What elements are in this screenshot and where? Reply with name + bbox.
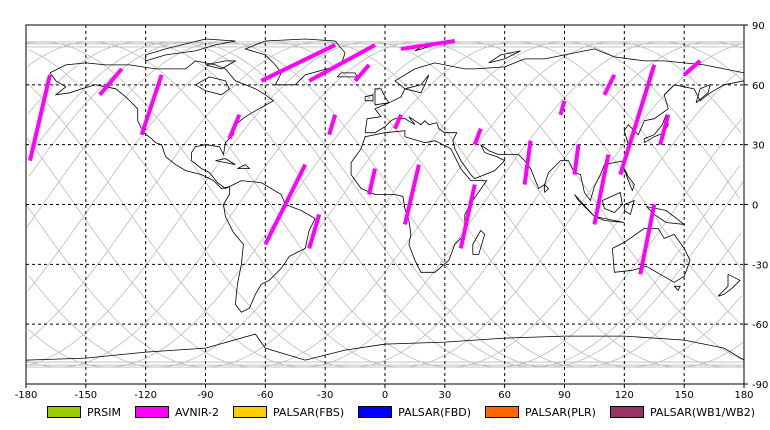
- legend-item: PALSAR(FBD): [358, 406, 471, 419]
- coastline: [195, 76, 230, 96]
- coastline: [404, 74, 430, 94]
- coastline: [364, 94, 374, 102]
- legend-item: PALSAR(FBS): [232, 405, 345, 419]
- legend-swatch: [609, 406, 644, 418]
- coastline: [49, 60, 275, 189]
- acquisition-strip: [592, 154, 611, 225]
- acquisition-strip: [393, 113, 403, 130]
- acquisition-strip: [139, 74, 164, 136]
- x-tick-label: 150: [675, 390, 694, 401]
- coastline: [544, 183, 550, 193]
- legend-item: PALSAR(WB1/WB2): [609, 405, 756, 419]
- acquisition-strip: [682, 59, 702, 77]
- legend-swatch: [485, 406, 520, 418]
- x-tick-label: -90: [197, 390, 213, 401]
- x-tick-label: 120: [615, 390, 634, 401]
- map-border: [25, 24, 745, 385]
- coastline: [673, 285, 681, 291]
- acquisition-strip: [618, 64, 657, 176]
- acquisition-strip: [572, 144, 581, 175]
- orbit-track: [26, 41, 742, 368]
- coastline: [25, 333, 745, 361]
- legend-item: AVNIR-2: [135, 406, 219, 419]
- x-tick-label: -120: [134, 390, 157, 401]
- x-tick-label: -180: [15, 390, 38, 401]
- coastline: [145, 38, 236, 62]
- x-tick-label: 30: [438, 390, 451, 401]
- acquisition-strip: [602, 73, 617, 96]
- acquisition-strip: [638, 204, 657, 275]
- legend-label: AVNIR-2: [175, 405, 219, 419]
- acquisition-strip: [260, 43, 337, 83]
- coastline: [350, 130, 488, 273]
- legend-label: PALSAR(FBD): [398, 405, 472, 419]
- acquisition-strip: [400, 38, 456, 51]
- y-tick-label: -90: [752, 380, 768, 391]
- y-tick-label: -60: [752, 320, 768, 331]
- coastline: [237, 164, 251, 169]
- coastline: [215, 158, 236, 165]
- legend-item: PALSAR(PLR): [485, 406, 596, 419]
- x-tick-label: -60: [257, 390, 273, 401]
- acquisition-strips: [28, 38, 702, 275]
- x-tick-label: 180: [734, 390, 753, 401]
- orbit-track: [28, 41, 744, 368]
- acquisition-strip: [458, 184, 477, 249]
- acquisition-strip: [98, 67, 124, 97]
- coastline: [717, 273, 741, 297]
- acquisition-strip: [28, 74, 52, 162]
- coastline: [623, 199, 635, 216]
- axis-ticks: -180 -150 -120 -90 -60 -30 0 30 60 90 120 150 180 90 6…: [15, 21, 769, 401]
- coastline: [594, 216, 625, 223]
- x-tick-label: 0: [382, 390, 388, 401]
- y-tick-label: 30: [752, 141, 765, 152]
- legend: PRSIM AVNIR-2 PALSAR(FBS) PALSAR(FBD) PALSAR…: [47, 402, 769, 422]
- legend-item: PRSIM: [47, 406, 121, 419]
- legend-label: PALSAR(PLR): [525, 405, 596, 419]
- acquisition-strip: [367, 168, 377, 195]
- coastline: [364, 48, 745, 202]
- legend-label: PALSAR(WB1/WB2): [649, 405, 756, 419]
- acquisition-strip: [658, 114, 671, 146]
- acquisition-strip: [472, 128, 483, 146]
- x-tick-label: -150: [74, 390, 97, 401]
- coastlines: [25, 38, 745, 361]
- acquisition-strip: [307, 213, 322, 249]
- x-tick-label: -30: [317, 390, 333, 401]
- x-tick-label: 90: [558, 390, 571, 401]
- orbit-track: [26, 41, 742, 368]
- legend-swatch: [47, 406, 81, 418]
- acquisition-strip: [263, 163, 308, 246]
- legend-swatch: [135, 406, 169, 418]
- legend-swatch: [358, 406, 393, 418]
- coastline: [574, 194, 595, 217]
- y-tick-label: 60: [752, 81, 765, 92]
- coastline: [602, 191, 623, 213]
- acquisition-strip: [327, 114, 338, 136]
- coastline: [336, 72, 358, 78]
- acquisition-strip: [402, 164, 421, 225]
- orbit-track: [28, 41, 744, 368]
- legend-label: PRSIM: [87, 405, 121, 419]
- acquisition-strip: [522, 140, 533, 185]
- legend-swatch: [232, 406, 267, 418]
- coastline: [374, 88, 390, 106]
- y-tick-label: -30: [752, 260, 768, 271]
- y-tick-label: 0: [752, 201, 758, 212]
- coastline: [623, 168, 635, 192]
- x-tick-label: 60: [498, 390, 511, 401]
- coastline: [205, 60, 237, 70]
- acquisition-strip: [353, 63, 371, 83]
- acquisition-strip: [227, 113, 242, 140]
- acquisition-strip: [308, 43, 376, 83]
- y-tick-label: 90: [752, 21, 765, 32]
- coastline: [472, 229, 486, 255]
- coastline: [488, 50, 521, 64]
- legend-label: PALSAR(FBS): [272, 405, 345, 419]
- coastline: [244, 38, 346, 86]
- acquisition-strip: [558, 100, 567, 116]
